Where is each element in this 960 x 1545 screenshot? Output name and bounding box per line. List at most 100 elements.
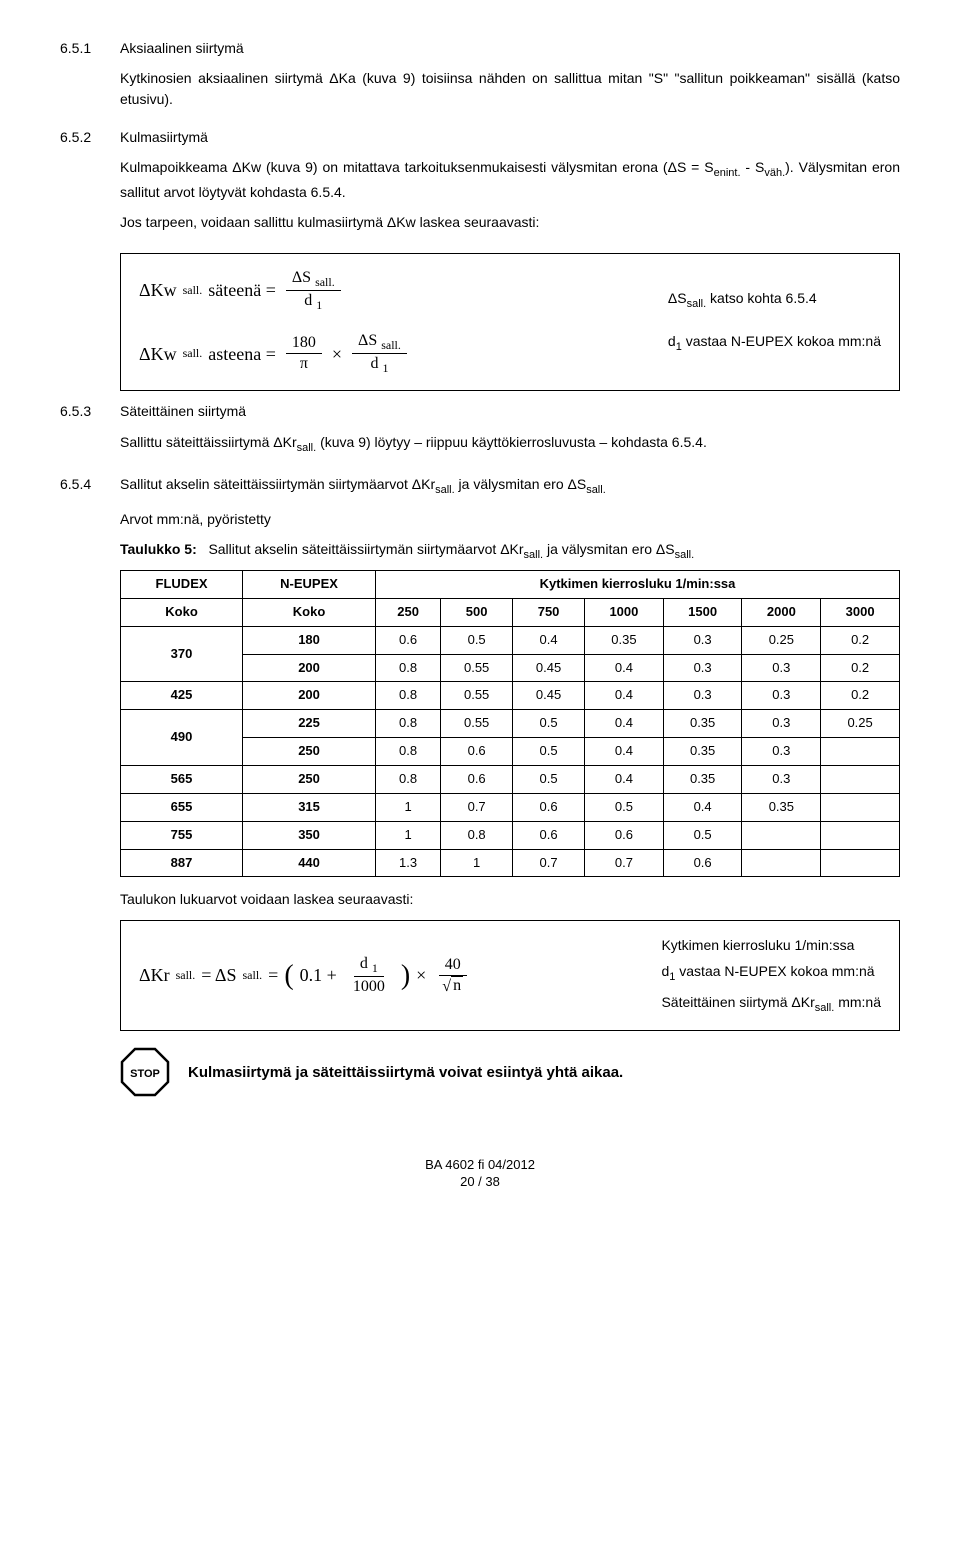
section-number: 6.5.4: [60, 474, 120, 1097]
cell-value: 0.3: [742, 710, 821, 738]
cell-value: 0.8: [376, 654, 441, 682]
section-number: 6.5.1: [60, 38, 120, 119]
text: ΔKw: [139, 341, 177, 367]
cell-value: 0.4: [585, 738, 664, 766]
formula-notes: ΔSsall. katso kohta 6.5.4 d1 vastaa N-EU…: [668, 288, 881, 355]
text: Kulmapoikkeama ΔKw (kuva 9) on mitattava…: [120, 159, 714, 175]
table-caption: Taulukko 5: Sallitut akselin säteittäiss…: [120, 539, 900, 564]
paragraph: Taulukon lukuarvot voidaan laskea seuraa…: [120, 889, 900, 909]
table-header-row: Koko Koko 250 500 750 1000 1500 2000 300…: [121, 598, 900, 626]
cell-value: 0.25: [742, 626, 821, 654]
section-body: Säteittäinen siirtymä Sallittu säteittäi…: [120, 401, 900, 466]
paragraph: Sallittu säteittäissiirtymä ΔKrsall. (ku…: [120, 432, 900, 457]
section-number: 6.5.2: [60, 127, 120, 243]
cell-value: 0.3: [663, 626, 742, 654]
col-rpm: 3000: [821, 598, 900, 626]
cell-value: 0.3: [742, 654, 821, 682]
section-body: Aksiaalinen siirtymä Kytkinosien aksiaal…: [120, 38, 900, 119]
cell-value: [821, 765, 900, 793]
cell-value: 0.5: [663, 821, 742, 849]
section-body: Kulmasiirtymä Kulmapoikkeama ΔKw (kuva 9…: [120, 127, 900, 243]
col-rpm-header: Kytkimen kierrosluku 1/min:ssa: [376, 571, 900, 599]
note: d1 vastaa N-EUPEX kokoa mm:nä: [668, 331, 881, 356]
cell-value: 0.45: [513, 654, 585, 682]
numerator: ΔS sall.: [352, 331, 407, 354]
footer-line: BA 4602 fi 04/2012: [60, 1157, 900, 1174]
paragraph: Jos tarpeen, voidaan sallittu kulmasiirt…: [120, 212, 900, 232]
cell-neupex: 250: [243, 738, 376, 766]
note: Säteittäinen siirtymä ΔKrsall. mm:nä: [661, 992, 881, 1017]
cell-fludex: 887: [121, 849, 243, 877]
formula-box-1: ΔKw sall. säteenä = ΔS sall. d 1 ΔKw sal…: [120, 253, 900, 392]
formula-box-2: ΔKr sall. = ΔS sall. = ( 0.1 + d 1 1000 …: [120, 920, 900, 1032]
fraction: ΔS sall. d 1: [286, 268, 341, 313]
col-koko: Koko: [121, 598, 243, 626]
cell-value: 0.8: [376, 682, 441, 710]
table-row: 4252000.80.550.450.40.30.30.2: [121, 682, 900, 710]
cell-value: 0.4: [663, 793, 742, 821]
cell-value: 0.5: [585, 793, 664, 821]
cell-value: 0.6: [376, 626, 441, 654]
col-rpm: 500: [441, 598, 513, 626]
cell-value: 0.7: [513, 849, 585, 877]
col-rpm: 2000: [742, 598, 821, 626]
table-row: 3701800.60.50.40.350.30.250.2: [121, 626, 900, 654]
cell-fludex: 370: [121, 626, 243, 682]
formula-column-left: ΔKw sall. säteenä = ΔS sall. d 1 ΔKw sal…: [139, 268, 411, 377]
cell-fludex: 425: [121, 682, 243, 710]
cell-neupex: 200: [243, 682, 376, 710]
col-koko: Koko: [243, 598, 376, 626]
section-title: Säteittäinen siirtymä: [120, 401, 900, 421]
cell-neupex: 180: [243, 626, 376, 654]
table-row: 75535010.80.60.60.5: [121, 821, 900, 849]
cell-value: 0.3: [742, 682, 821, 710]
text: - S: [741, 159, 765, 175]
denominator: d 1: [298, 291, 328, 313]
table-header-row: FLUDEX N-EUPEX Kytkimen kierrosluku 1/mi…: [121, 571, 900, 599]
section-654: 6.5.4 Sallitut akselin säteittäissiirtym…: [60, 474, 900, 1097]
cell-value: 0.35: [585, 626, 664, 654]
note: Kytkimen kierrosluku 1/min:ssa: [661, 935, 881, 955]
cell-value: 0.5: [513, 710, 585, 738]
cell-value: 0.35: [663, 765, 742, 793]
col-rpm: 250: [376, 598, 441, 626]
cell-value: 0.2: [821, 626, 900, 654]
denominator: π: [294, 354, 314, 374]
text: säteenä =: [208, 277, 276, 303]
denominator: 1000: [347, 977, 391, 997]
fraction: 180 π: [286, 333, 322, 374]
cell-value: 0.8: [376, 710, 441, 738]
cell-value: 0.8: [376, 765, 441, 793]
cell-value: [821, 821, 900, 849]
subscript: väh.: [764, 167, 785, 179]
numerator: ΔS sall.: [286, 268, 341, 291]
cell-value: [821, 849, 900, 877]
cell-value: 0.5: [441, 626, 513, 654]
section-title: Kulmasiirtymä: [120, 127, 900, 147]
col-rpm: 1500: [663, 598, 742, 626]
section-number: 6.5.3: [60, 401, 120, 466]
section-body: Sallitut akselin säteittäissiirtymän sii…: [120, 474, 900, 1097]
section-651: 6.5.1 Aksiaalinen siirtymä Kytkinosien a…: [60, 38, 900, 119]
paragraph: Kulmapoikkeama ΔKw (kuva 9) on mitattava…: [120, 157, 900, 202]
cell-neupex: 350: [243, 821, 376, 849]
cell-value: 0.55: [441, 654, 513, 682]
left-paren: (: [284, 963, 293, 988]
cell-value: 0.2: [821, 682, 900, 710]
table-row: 8874401.310.70.70.6: [121, 849, 900, 877]
subscript: enint.: [714, 167, 741, 179]
cell-neupex: 200: [243, 654, 376, 682]
cell-value: 1: [441, 849, 513, 877]
cell-neupex: 440: [243, 849, 376, 877]
cell-value: 0.35: [663, 738, 742, 766]
cell-value: 0.4: [513, 626, 585, 654]
right-paren: ): [401, 963, 410, 988]
paragraph: Arvot mm:nä, pyöristetty: [120, 509, 900, 529]
cell-fludex: 655: [121, 793, 243, 821]
col-rpm: 1000: [585, 598, 664, 626]
text: asteena =: [208, 341, 276, 367]
cell-value: 0.6: [513, 793, 585, 821]
cell-value: 0.6: [663, 849, 742, 877]
section-title: Aksiaalinen siirtymä: [120, 38, 900, 58]
stop-label: STOP: [130, 1068, 160, 1080]
